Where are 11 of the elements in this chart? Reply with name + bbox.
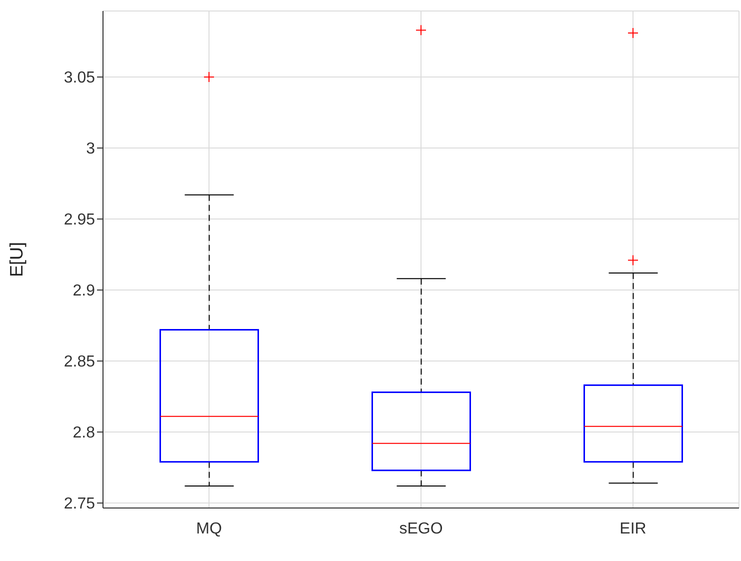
y-tick-label: 2.75 (64, 496, 96, 513)
y-tick-label: 3 (86, 140, 96, 158)
y-tick-label: 3.05 (64, 70, 96, 87)
x-tick-label: EIR (620, 520, 646, 538)
y-tick-label: 2.8 (72, 424, 96, 442)
y-tick-label: 2.9 (72, 282, 96, 300)
y-tick-label: 2.85 (64, 354, 96, 371)
x-tick-label: MQ (196, 520, 222, 538)
y-tick-label: 2.95 (64, 212, 96, 229)
x-tick-label: sEGO (399, 520, 443, 538)
y-axis-title: E[U] (6, 242, 26, 278)
